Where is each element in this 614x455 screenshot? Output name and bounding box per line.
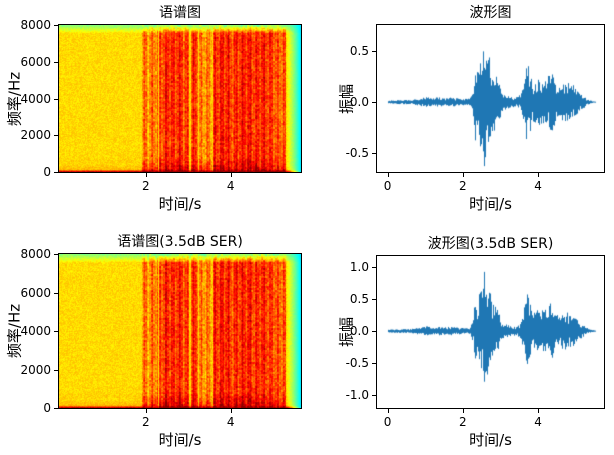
x-axis-label: 时间/s — [469, 195, 512, 213]
waveform-canvas-ser — [377, 256, 604, 408]
y-tick-mark — [372, 299, 376, 300]
y-tick-label: 2000 — [20, 362, 51, 377]
y-tick-label: 8000 — [20, 247, 51, 261]
x-tick-label: 4 — [534, 415, 542, 429]
x-axis-label: 时间/s — [469, 431, 512, 449]
y-tick-mark — [372, 102, 376, 103]
y-tick-label: 4000 — [20, 91, 51, 106]
y-tick-label: 0.5 — [349, 291, 369, 306]
spectrogram-canvas-clean — [59, 25, 301, 172]
y-tick-mark — [372, 51, 376, 52]
x-tick-label: 2 — [459, 415, 467, 429]
y-tick-mark — [54, 172, 58, 173]
y-tick-mark — [372, 267, 376, 268]
y-tick-label: -0.5 — [345, 146, 369, 161]
y-tick-mark — [54, 408, 58, 409]
x-tick-mark — [231, 409, 232, 413]
plot-area — [58, 253, 302, 409]
y-tick-mark — [372, 395, 376, 396]
x-tick-label: 0 — [383, 415, 392, 429]
x-tick-mark — [146, 409, 147, 413]
y-tick-label: 0.5 — [349, 43, 369, 58]
y-tick-label: 4000 — [20, 324, 51, 338]
y-tick-mark — [54, 254, 58, 255]
x-tick-mark — [463, 409, 464, 413]
x-axis-label: 时间/s — [158, 431, 202, 449]
y-tick-mark — [372, 153, 376, 154]
plot-area — [376, 24, 605, 173]
y-tick-label: 8000 — [20, 18, 51, 32]
x-tick-mark — [388, 173, 389, 177]
x-tick-mark — [231, 173, 232, 177]
y-tick-mark — [372, 331, 376, 332]
waveform-canvas-clean — [377, 25, 604, 172]
x-tick-label: 2 — [142, 179, 150, 193]
y-tick-mark — [54, 135, 58, 136]
x-tick-label: 2 — [142, 415, 150, 429]
y-tick-mark — [54, 331, 58, 332]
subplot-title: 波形图(3.5dB SER) — [427, 236, 554, 252]
y-tick-mark — [372, 363, 376, 364]
x-tick-label: 4 — [226, 415, 235, 429]
x-tick-label: 4 — [226, 179, 235, 193]
y-tick-label: -1.0 — [345, 388, 369, 403]
x-tick-mark — [538, 409, 539, 413]
y-tick-label: 6000 — [20, 285, 51, 300]
plot-area — [376, 255, 605, 409]
x-tick-label: 4 — [534, 179, 542, 193]
x-tick-label: 2 — [459, 179, 467, 193]
y-tick-label: 0.0 — [349, 95, 369, 110]
y-tick-label: 1.0 — [349, 259, 369, 274]
subplot-title: 语谱图 — [159, 5, 201, 21]
x-tick-mark — [146, 173, 147, 177]
y-tick-label: 6000 — [20, 54, 51, 69]
plot-area — [58, 24, 302, 173]
y-tick-label: -0.5 — [345, 356, 369, 371]
x-axis-label: 时间/s — [158, 195, 202, 213]
spectrogram-canvas-ser — [59, 254, 301, 408]
x-tick-mark — [538, 173, 539, 177]
y-tick-mark — [54, 370, 58, 371]
x-tick-mark — [388, 409, 389, 413]
y-tick-mark — [54, 99, 58, 100]
x-tick-label: 0 — [383, 179, 392, 193]
y-tick-mark — [54, 25, 58, 26]
y-tick-label: 2000 — [20, 128, 51, 143]
subplot-title: 波形图 — [469, 5, 512, 21]
subplot-title: 语谱图(3.5dB SER) — [117, 234, 243, 250]
x-tick-mark — [463, 173, 464, 177]
y-tick-label: 0.0 — [349, 324, 369, 339]
y-tick-label: 0 — [43, 401, 51, 415]
y-tick-label: 0 — [43, 165, 51, 179]
y-tick-mark — [54, 293, 58, 294]
y-tick-mark — [54, 62, 58, 63]
